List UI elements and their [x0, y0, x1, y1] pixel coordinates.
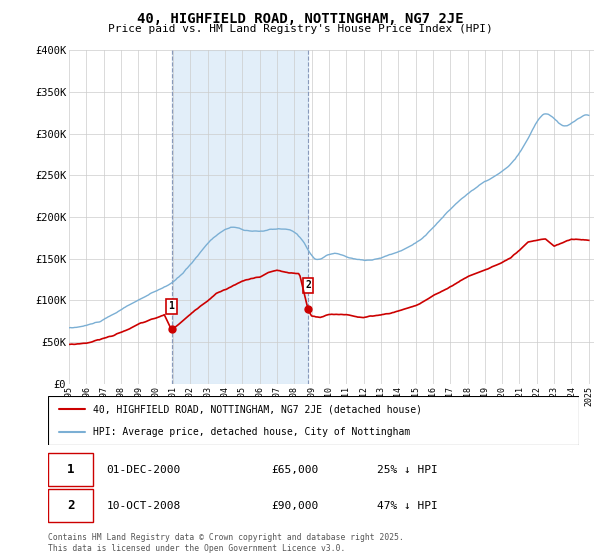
Bar	[172, 50, 308, 384]
Text: 2: 2	[305, 281, 311, 290]
Text: HPI: Average price, detached house, City of Nottingham: HPI: Average price, detached house, City…	[93, 427, 410, 437]
Text: 1: 1	[169, 301, 175, 311]
Text: 25% ↓ HPI: 25% ↓ HPI	[377, 465, 438, 475]
Text: 40, HIGHFIELD ROAD, NOTTINGHAM, NG7 2JE: 40, HIGHFIELD ROAD, NOTTINGHAM, NG7 2JE	[137, 12, 463, 26]
Bar	[48, 454, 93, 486]
Text: £65,000: £65,000	[271, 465, 318, 475]
Text: 40, HIGHFIELD ROAD, NOTTINGHAM, NG7 2JE (detached house): 40, HIGHFIELD ROAD, NOTTINGHAM, NG7 2JE …	[93, 404, 422, 414]
Text: 2: 2	[67, 499, 74, 512]
Text: £90,000: £90,000	[271, 501, 318, 511]
Text: 01-DEC-2000: 01-DEC-2000	[106, 465, 181, 475]
Bar	[48, 489, 93, 522]
Text: 47% ↓ HPI: 47% ↓ HPI	[377, 501, 438, 511]
Text: Price paid vs. HM Land Registry's House Price Index (HPI): Price paid vs. HM Land Registry's House …	[107, 24, 493, 34]
Text: 1: 1	[67, 463, 74, 477]
Text: 10-OCT-2008: 10-OCT-2008	[106, 501, 181, 511]
Text: Contains HM Land Registry data © Crown copyright and database right 2025.
This d: Contains HM Land Registry data © Crown c…	[48, 533, 404, 553]
